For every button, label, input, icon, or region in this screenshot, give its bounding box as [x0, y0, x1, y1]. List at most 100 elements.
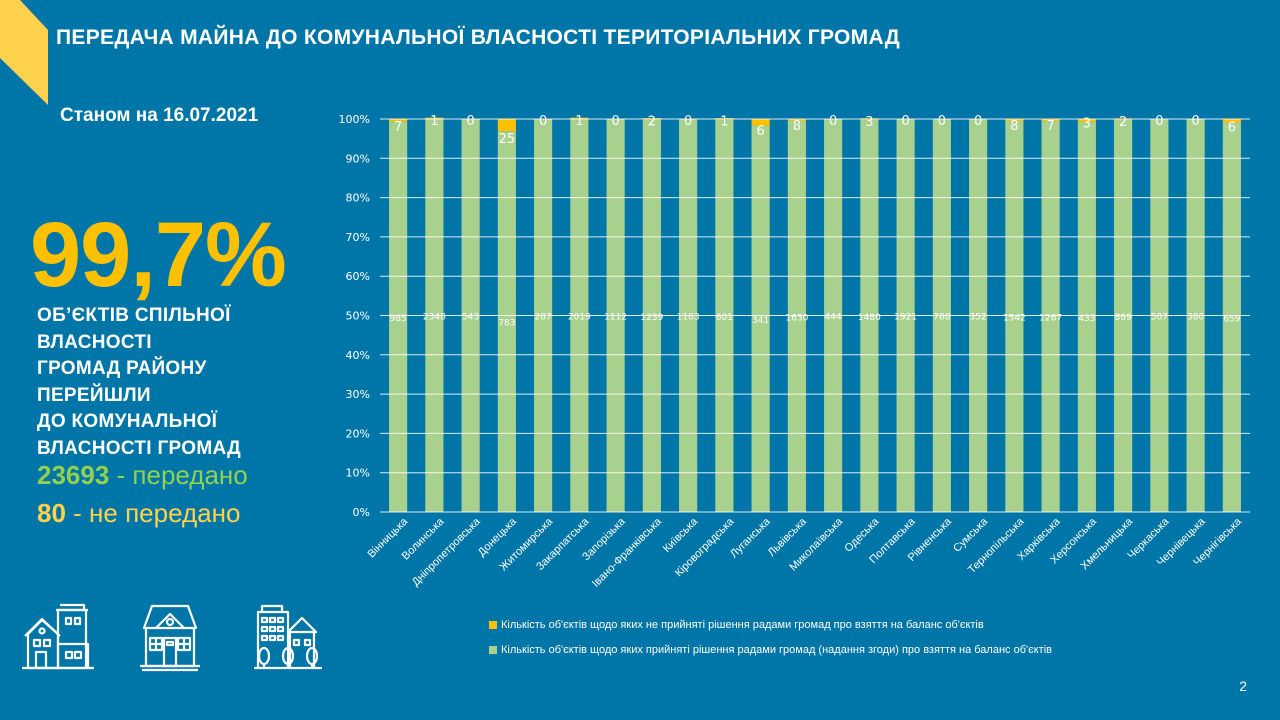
house-icon [140, 604, 200, 672]
description-line: ГРОМАД РАЙОНУ [37, 358, 207, 379]
x-tick-label: Дніпропетровська [410, 515, 484, 589]
data-label-accepted: 444 [825, 313, 842, 323]
bar-segment-not-accepted [1041, 119, 1060, 122]
data-label-accepted: 507 [1151, 313, 1168, 323]
not-transferred-stat: 80 - не передано [37, 498, 240, 529]
data-label-not-accepted: 0 [974, 114, 982, 129]
bar-segment-accepted [1222, 122, 1241, 512]
data-label-accepted: 2019 [568, 313, 591, 323]
description-line: ДО КОМУНАЛЬНОЇ [37, 411, 218, 432]
data-label-accepted: 788 [933, 313, 950, 323]
chart-legend: Кількість об'єктів щодо яких не прийняті… [489, 618, 1052, 668]
data-label-not-accepted: 3 [1083, 117, 1091, 132]
data-label-not-accepted: 6 [756, 124, 764, 139]
bar-segment-accepted [1077, 121, 1096, 512]
data-label-not-accepted: 0 [611, 114, 619, 129]
data-label-accepted: 1239 [640, 313, 663, 323]
data-label-not-accepted: 0 [539, 114, 547, 129]
data-label-not-accepted: 3 [865, 115, 873, 130]
legend-swatch-yellow [489, 621, 497, 629]
data-label-not-accepted: 8 [1010, 119, 1018, 134]
date-label: Станом на 16.07.2021 [60, 105, 259, 126]
data-label-not-accepted: 6 [1228, 121, 1236, 136]
y-tick-label: 90% [346, 152, 370, 165]
data-label-accepted: 1267 [1039, 314, 1062, 324]
y-tick-label: 50% [346, 310, 370, 323]
data-label-accepted: 1163 [677, 313, 700, 323]
y-tick-label: 100% [339, 113, 370, 126]
data-label-accepted: 287 [535, 313, 552, 323]
description-line: ВЛАСНОСТІ [37, 331, 152, 353]
bar-segment-accepted [1005, 121, 1024, 513]
transferred-stat: 23693 - передано [37, 460, 248, 491]
bar-segment-not-accepted [425, 117, 444, 120]
data-label-not-accepted: 2 [1119, 115, 1127, 130]
data-label-not-accepted: 1 [720, 115, 728, 130]
data-label-accepted: 380 [1187, 313, 1204, 323]
x-tick-label: Луганська [728, 515, 773, 560]
data-label-not-accepted: 0 [684, 114, 692, 129]
data-label-not-accepted: 7 [1046, 119, 1054, 134]
data-label-not-accepted: 0 [938, 114, 946, 129]
data-label-not-accepted: 0 [1155, 114, 1163, 129]
bar-segment-not-accepted [1005, 119, 1024, 122]
page-title: ПЕРЕДАЧА МАЙНА ДО КОМУНАЛЬНОЇ ВЛАСНОСТІ … [56, 26, 900, 49]
x-tick-label: Івано-Франківська [590, 515, 665, 590]
bar-segment-not-accepted [389, 119, 408, 122]
bar-segment-not-accepted [570, 117, 589, 120]
y-tick-label: 30% [346, 388, 370, 401]
decorative-corner-shape [0, 0, 48, 105]
data-label-not-accepted: 0 [901, 114, 909, 129]
data-label-accepted: 869 [1115, 313, 1132, 323]
bar-segment-not-accepted [751, 119, 770, 126]
bar-segment-accepted [751, 125, 770, 513]
data-label-accepted: 433 [1078, 314, 1095, 324]
data-label-not-accepted: 2 [648, 115, 656, 130]
data-label-not-accepted: 1 [575, 114, 583, 129]
legend-label: Кількість об'єктів щодо яких не прийняті… [501, 619, 984, 631]
data-label-accepted: 985 [390, 314, 407, 324]
legend-label: Кількість об'єктів щодо яких прийняті рі… [501, 644, 1052, 656]
y-tick-label: 70% [346, 231, 370, 244]
data-label-accepted: 352 [970, 313, 987, 323]
bar-segment-not-accepted [1077, 119, 1096, 122]
legend-item-not-accepted: Кількість об'єктів щодо яких не прийняті… [489, 618, 1052, 632]
legend-swatch-green [489, 646, 497, 654]
data-label-accepted: 1480 [858, 313, 881, 323]
townhouses-icon [22, 603, 94, 670]
y-tick-label: 40% [346, 349, 370, 362]
data-label-accepted: 1542 [1003, 314, 1026, 324]
data-label-accepted: 601 [716, 313, 733, 323]
bar-segment-not-accepted [497, 119, 516, 132]
bar-segment-not-accepted [787, 119, 806, 121]
transferred-label: - передано [109, 460, 248, 490]
y-tick-label: 0% [353, 506, 370, 519]
description-line: ВЛАСНОСТІ ГРОМАД [37, 437, 242, 459]
description-line: ОБ’ЄКТІВ СПІЛЬНОЇ [37, 305, 231, 326]
bar-segment-not-accepted [1222, 119, 1241, 123]
page-number: 2 [1239, 678, 1247, 694]
building-icons [22, 603, 322, 672]
data-label-accepted: 1630 [785, 313, 808, 323]
data-label-not-accepted: 8 [793, 119, 801, 134]
percent-headline: 99,7% [30, 204, 287, 306]
data-label-accepted: 543 [462, 313, 479, 323]
data-label-not-accepted: 0 [466, 114, 474, 129]
data-label-accepted: 341 [752, 316, 769, 326]
data-label-not-accepted: 0 [829, 114, 837, 129]
y-tick-label: 60% [346, 270, 370, 283]
y-tick-label: 20% [346, 427, 370, 440]
bar-segment-accepted [389, 121, 408, 512]
bar-segment-accepted [787, 120, 806, 513]
legend-item-accepted: Кількість об'єктів щодо яких прийняті рі… [489, 643, 1052, 657]
data-label-accepted: 1112 [604, 313, 627, 323]
description-line: ПЕРЕЙШЛИ [37, 384, 151, 406]
not-transferred-value: 80 [37, 498, 66, 528]
not-transferred-label: - не передано [65, 498, 241, 528]
y-tick-label: 10% [346, 467, 370, 480]
bar-segment-accepted [1041, 121, 1060, 513]
data-label-accepted: 1921 [894, 313, 917, 323]
city-buildings-icon [254, 604, 322, 670]
data-label-not-accepted: 0 [1191, 114, 1199, 129]
